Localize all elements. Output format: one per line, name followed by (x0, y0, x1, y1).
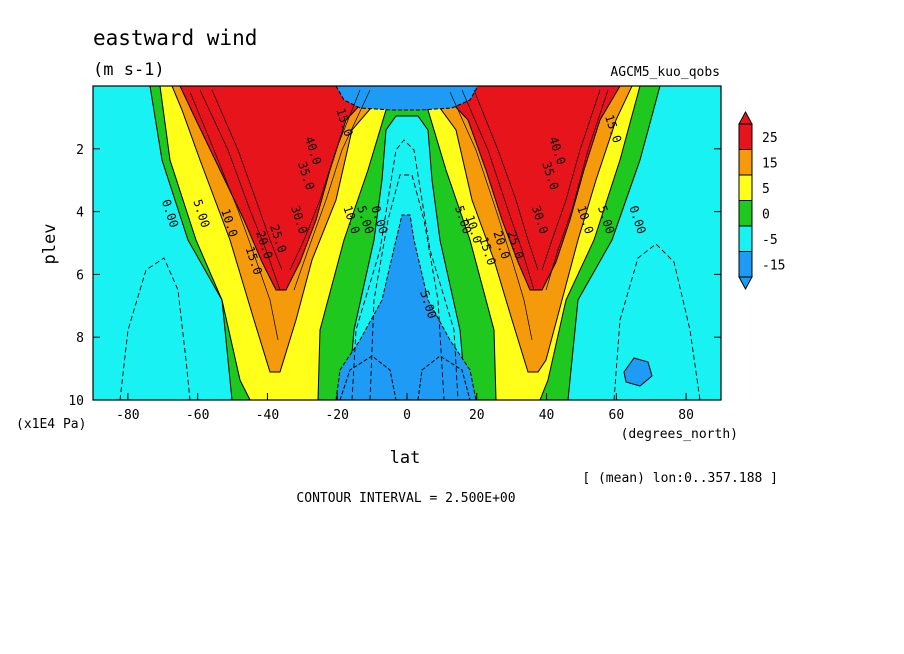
y-tick-label: 6 (76, 268, 84, 283)
band-neg15-pocket-south (339, 355, 397, 400)
colorbar-swatch (738, 225, 753, 252)
x-tick-label: -60 (186, 408, 209, 423)
y-tick-label: 2 (76, 143, 84, 158)
colorbar-label: 15 (762, 156, 778, 171)
chart-units: (m s-1) (93, 60, 165, 80)
x-axis-label: lat (390, 448, 421, 468)
colorbar-label: -15 (762, 258, 785, 273)
colorbar-label: 5 (762, 182, 770, 197)
x-tick-label: -20 (325, 408, 348, 423)
negative-contours (119, 139, 701, 400)
y-axis: 2 4 6 8 10 (68, 143, 721, 409)
colorbar-swatch (738, 149, 753, 176)
colorbar-label: 0 (762, 207, 770, 222)
band-neg15-pocket-north (417, 355, 471, 400)
colorbar-swatch (738, 251, 753, 278)
y-tick-label: 8 (76, 331, 84, 346)
colorbar-top-arrow (738, 110, 753, 125)
colorbar-swatch (738, 174, 753, 201)
x-tick-label: 20 (469, 408, 485, 423)
colorbar-label: -5 (762, 233, 778, 248)
band-gt25-south (179, 86, 379, 291)
colorbar-label: 25 (762, 131, 778, 146)
y-tick-label: 4 (76, 206, 84, 221)
x-tick-label: -80 (116, 408, 139, 423)
colorbar: 25 15 5 0 -5 -15 (738, 110, 785, 291)
x-axis-units: (degrees_north) (621, 427, 738, 442)
y-axis-label: plev (40, 224, 60, 265)
chart-title: eastward wind (93, 26, 257, 50)
y-tick-label: 10 (68, 394, 84, 409)
dataset-label: AGCM5_kuo_qobs (610, 65, 720, 80)
x-axis: -80 -60 -40 -20 0 20 40 60 80 (116, 393, 694, 423)
x-tick-label: 60 (609, 408, 625, 423)
x-tick-label: 80 (678, 408, 694, 423)
colorbar-bottom-arrow (738, 276, 753, 291)
band-neg-small-north (623, 357, 653, 387)
band-neg15-neg5-lower (335, 214, 477, 400)
contour-field (93, 86, 721, 400)
x-tick-label: -40 (256, 408, 279, 423)
x-tick-label: 0 (403, 408, 411, 423)
x-tick-label: 40 (539, 408, 555, 423)
band-neg15-neg5-top (335, 86, 479, 111)
contour-interval-note: CONTOUR INTERVAL = 2.500E+00 (296, 491, 515, 506)
colorbar-swatch (738, 123, 753, 150)
contour-lines (189, 89, 609, 341)
colorbar-swatch (738, 200, 753, 227)
y-axis-units: (x1E4 Pa) (16, 417, 86, 432)
mean-note: [ (mean) lon:0..357.188 ] (582, 471, 778, 486)
